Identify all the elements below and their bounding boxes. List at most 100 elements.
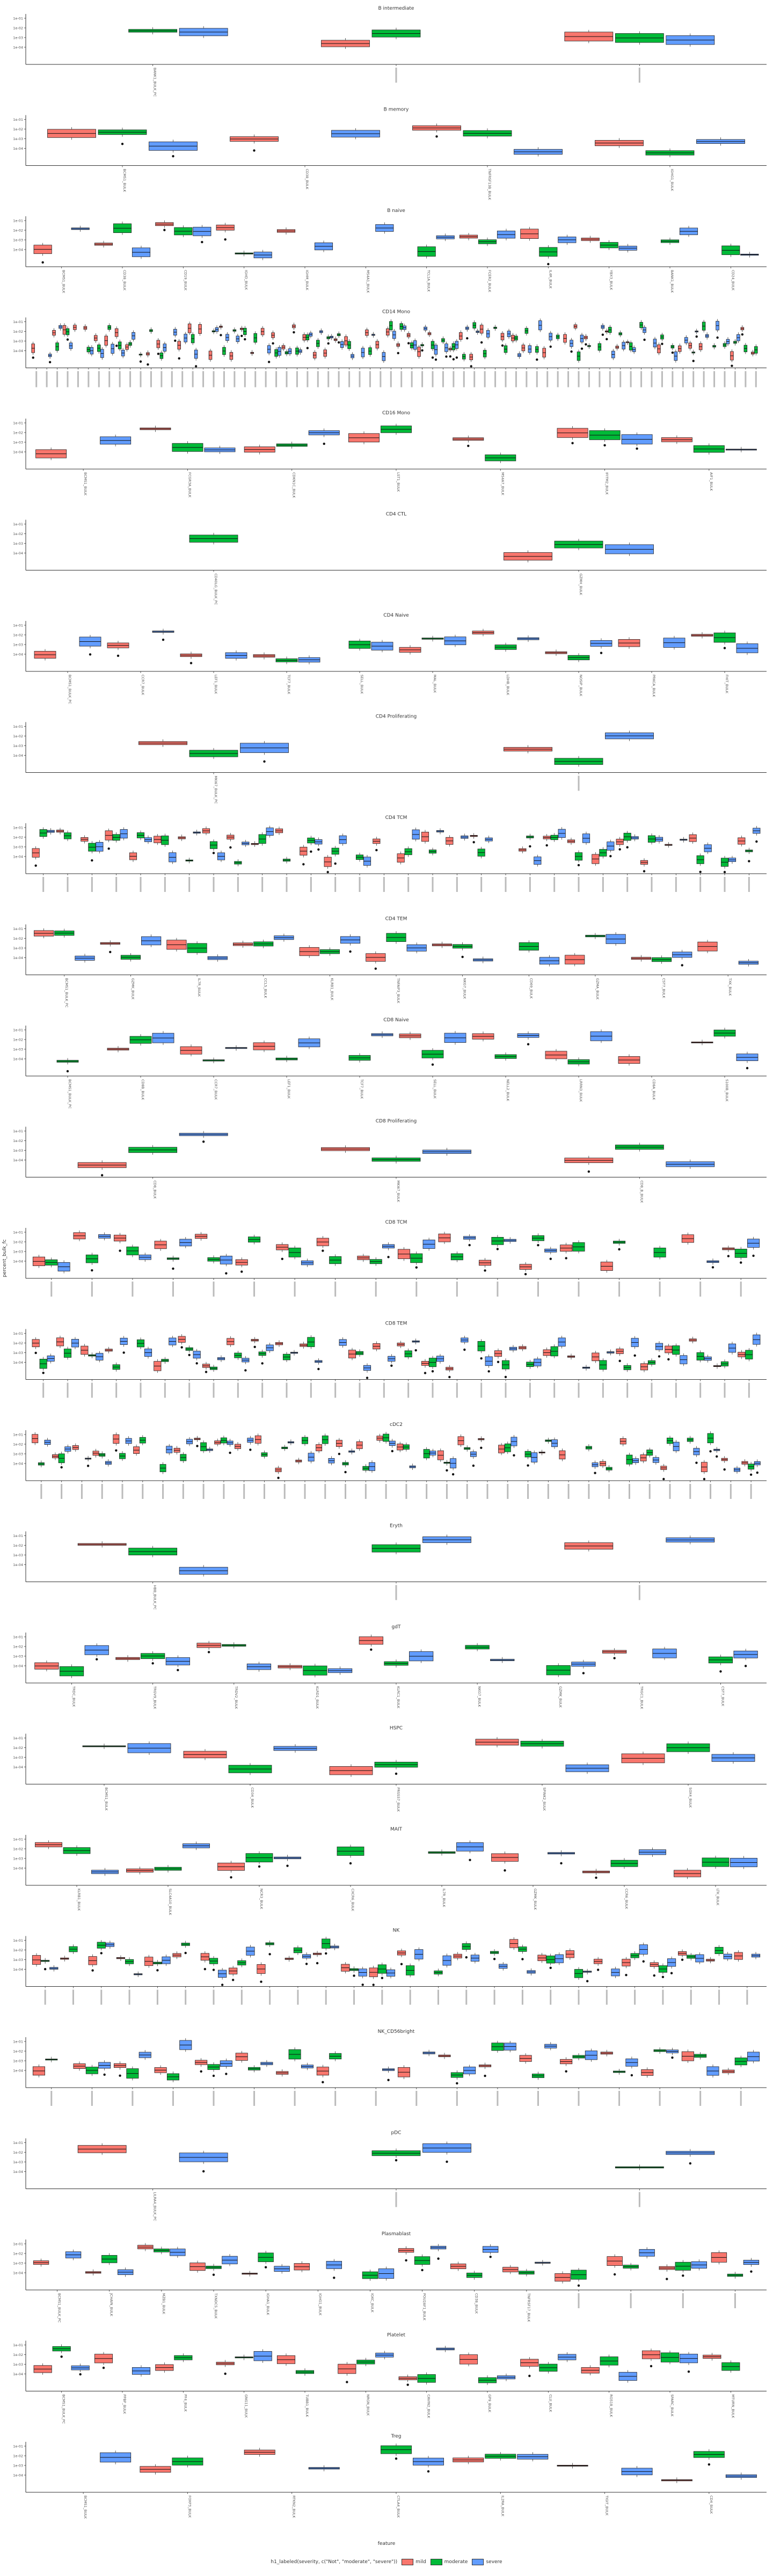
outlier-point xyxy=(496,1248,499,1250)
x-tick-label-mark xyxy=(213,1382,215,1398)
legend-label-mild: mild xyxy=(415,2559,426,2565)
outlier-point xyxy=(448,1375,451,1379)
outlier-point xyxy=(391,1450,393,1453)
y-tick-label: 1e-02 xyxy=(13,633,23,638)
outlier-point xyxy=(549,345,552,348)
outlier-point xyxy=(618,1248,621,1251)
x-tick-label-mark xyxy=(286,877,288,892)
x-tick-label: BCMS1_BULK xyxy=(62,270,66,294)
x-tick-label: IL7R_BULK xyxy=(442,1889,446,1907)
outlier-point xyxy=(667,1358,670,1361)
x-tick-label-mark xyxy=(515,371,517,387)
x-tick-label-mark xyxy=(353,1989,355,2005)
outlier-point xyxy=(625,1974,628,1977)
outlier-point xyxy=(196,1445,199,1447)
outlier-point xyxy=(415,1266,418,1269)
outlier-point xyxy=(172,155,174,158)
panel-cd8-tcm: CD8 TCM 1e-01 1e-02 1e-03 1e-04 xyxy=(13,1220,767,1297)
x-tick-label-mark xyxy=(383,1382,385,1398)
x-tick-label-mark xyxy=(521,1989,523,2005)
panel-title: CD4 TCM xyxy=(385,815,407,821)
x-tick-label-mark xyxy=(536,371,538,387)
y-tick-label: 1e-02 xyxy=(13,2353,23,2357)
outlier-point xyxy=(346,2381,348,2383)
outlier-point xyxy=(286,1864,289,1867)
x-tick-label: BCMS1_BULK xyxy=(83,2496,87,2519)
outlier-point xyxy=(202,2170,205,2173)
x-tick-label-mark xyxy=(188,877,191,892)
outlier-point xyxy=(756,1471,759,1474)
y-tick-label: 1e-04 xyxy=(13,2473,23,2478)
outlier-point xyxy=(263,760,266,763)
x-tick-label-mark xyxy=(40,1484,42,1499)
y-tick-label: 1e-01 xyxy=(13,1231,23,1235)
legend-item-mild: mild xyxy=(402,2559,426,2565)
x-tick-label: SELL_BULK xyxy=(360,675,364,694)
x-tick-label-mark xyxy=(395,2192,397,2207)
outlier-point xyxy=(671,2056,674,2059)
x-tick-label: IGHD_BULK xyxy=(244,270,249,290)
outlier-point xyxy=(662,1477,665,1481)
x-tick-label-mark xyxy=(703,371,705,387)
x-tick-label-mark xyxy=(223,371,225,387)
panel-title: pDC xyxy=(391,2131,402,2136)
outlier-point xyxy=(174,339,177,342)
outlier-point xyxy=(375,848,378,852)
panel-b-intermediate: B intermediate 1e-01 1e-02 1e-03 1e-04 BANK1_… xyxy=(13,6,767,97)
x-tick-label: TCF7_BULK xyxy=(287,674,291,694)
outlier-point xyxy=(240,1270,243,1273)
y-tick-label: 1e-02 xyxy=(13,532,23,536)
outlier-point xyxy=(89,653,92,656)
x-tick-label-mark xyxy=(72,1989,74,2005)
y-tick-label: 1e-02 xyxy=(13,1948,23,1952)
outlier-point xyxy=(41,261,44,264)
x-tick-label-mark xyxy=(237,877,239,892)
x-tick-label-mark xyxy=(421,371,424,387)
y-tick-label: 1e-01 xyxy=(13,927,23,931)
outlier-point xyxy=(66,1070,69,1073)
x-tick-label-mark xyxy=(446,1484,448,1499)
x-tick-label-mark xyxy=(651,1382,653,1398)
x-tick-label-mark xyxy=(486,1484,488,1499)
x-tick-label-mark xyxy=(400,371,403,387)
outlier-point xyxy=(521,1958,524,1960)
outlier-point xyxy=(689,2162,692,2165)
outlier-point xyxy=(609,855,612,858)
panel-b-naive: B naive 1e-01 1e-02 1e-03 1e-04 BCMS1_BULK CD3… xyxy=(13,208,767,294)
outlier-point xyxy=(100,1952,103,1955)
x-tick-label-mark xyxy=(42,877,45,892)
y-tick-label: 1e-04 xyxy=(13,1765,23,1769)
x-tick-label-mark xyxy=(602,1382,604,1398)
y-tick-label: 1e-03 xyxy=(13,1655,23,1659)
x-tick-label-mark xyxy=(46,371,48,387)
x-tick-label: LTK_BULK xyxy=(716,1889,720,1906)
x-tick-label-mark xyxy=(626,1382,629,1398)
panel-cd16-mono: CD16 Mono 1e-01 1e-02 1e-03 1e-04 BCMS1_BULK F… xyxy=(13,411,767,498)
outlier-point xyxy=(699,870,702,873)
x-tick-label-mark xyxy=(172,1282,174,1297)
outlier-point xyxy=(434,358,437,361)
y-tick-label: 1e-02 xyxy=(13,936,23,941)
outlier-point xyxy=(322,1249,324,1252)
x-tick-label-mark xyxy=(456,1382,458,1398)
outlier-point xyxy=(695,1461,698,1464)
x-tick-label-mark xyxy=(537,1282,539,1297)
y-tick-label: 1e-04 xyxy=(13,855,23,859)
x-tick-label: LEF1_BULK xyxy=(214,675,218,694)
outlier-point xyxy=(467,444,470,447)
x-tick-label: FHIT_BULK xyxy=(725,675,729,694)
x-tick-label: CD8_BULK xyxy=(153,1181,157,1199)
x-tick-label: JCHAIN_BULK xyxy=(110,2293,114,2317)
outlier-point xyxy=(452,358,455,361)
x-tick-label: KLRB1_BULK xyxy=(77,1889,81,1911)
x-tick-label: TRDC_BULK xyxy=(72,1686,76,1707)
x-tick-label-mark xyxy=(713,371,716,387)
outlier-point xyxy=(316,1962,319,1965)
outlier-point xyxy=(230,1876,232,1879)
outlier-point xyxy=(446,1469,448,1472)
x-tick-label-mark xyxy=(505,1382,507,1398)
panel-gdt: gdT 1e-01 1e-02 1e-03 1e-04 TRDC_BULK TRGV9_BU… xyxy=(13,1624,767,1709)
x-tick-label-mark xyxy=(734,2293,736,2308)
y-tick-label: 1e-03 xyxy=(13,946,23,950)
outlier-point xyxy=(431,1063,434,1066)
